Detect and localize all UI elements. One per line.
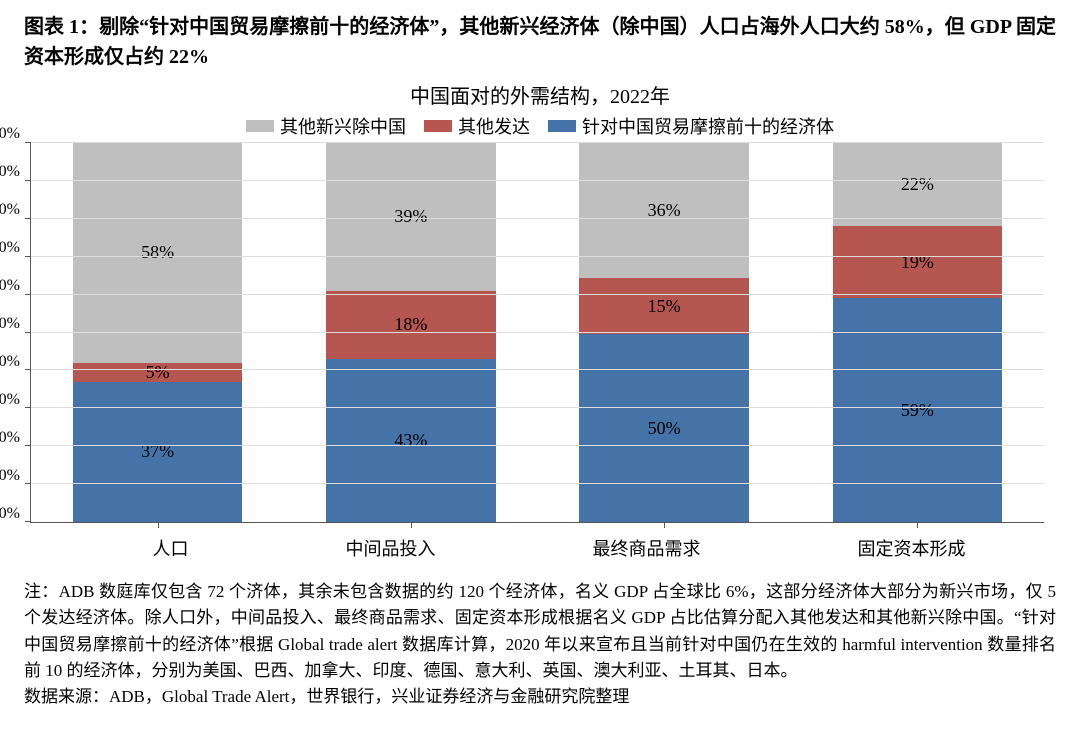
gridline	[31, 332, 1044, 333]
legend-item: 其他新兴除中国	[246, 113, 406, 139]
bars-container: 37%5%58%43%18%39%50%15%36%59%19%22%	[31, 143, 1044, 522]
bar-group: 43%18%39%	[315, 143, 507, 522]
plot-area: 37%5%58%43%18%39%50%15%36%59%19%22%	[30, 143, 1044, 523]
bar-segment: 19%	[833, 226, 1002, 298]
bar-segment: 43%	[326, 359, 495, 522]
y-tickmark	[25, 180, 31, 181]
stacked-bar: 37%5% 58%	[73, 143, 242, 522]
footnote-text: 注：ADB 数庭库仅包含 72 个济体，其余未包含数据的约 120 个经济体，名…	[24, 582, 1056, 680]
legend-item: 针对中国贸易摩擦前十的经济体	[548, 113, 834, 139]
x-tickmark	[158, 522, 159, 528]
data-label: 58%	[141, 242, 174, 263]
gridline	[31, 142, 1044, 143]
gridline	[31, 256, 1044, 257]
y-tickmark	[25, 407, 31, 408]
figure-title: 图表 1：剔除“针对中国贸易摩擦前十的经济体”，其他新兴经济体（除中国）人口占海…	[24, 12, 1056, 72]
data-label: 50%	[648, 418, 681, 439]
bar-segment: 22%	[833, 143, 1002, 226]
y-tickmark	[25, 294, 31, 295]
x-label: 人口	[153, 535, 189, 561]
y-tickmark	[25, 369, 31, 370]
legend: 其他新兴除中国 其他发达 针对中国贸易摩擦前十的经济体	[16, 113, 1064, 139]
x-label: 最终商品需求	[593, 535, 701, 561]
gridline	[31, 407, 1044, 408]
y-tickmark	[25, 256, 31, 257]
y-tickmark	[25, 142, 31, 143]
gridline	[31, 218, 1044, 219]
bar-segment: 15%	[579, 278, 748, 334]
legend-swatch	[424, 120, 452, 132]
legend-swatch	[548, 120, 576, 132]
chart-title: 中国面对的外需结构，2022年	[16, 80, 1064, 109]
x-labels: 人口 中间品投入 最终商品需求 固定资本形成	[74, 535, 1044, 561]
gridline	[31, 369, 1044, 370]
y-tickmark	[25, 445, 31, 446]
y-tickmark	[25, 521, 31, 522]
y-tickmark	[25, 483, 31, 484]
bar-segment: 50%	[579, 334, 748, 522]
y-tickmark	[25, 332, 31, 333]
y-tickmark	[25, 218, 31, 219]
data-label: 5%	[146, 362, 170, 383]
stacked-bar: 59% 19% 22%	[833, 143, 1002, 522]
stacked-bar: 43%18%39%	[326, 143, 495, 522]
data-label: 15%	[648, 296, 681, 317]
bar-segment: 36%	[579, 143, 748, 278]
gridline	[31, 180, 1044, 181]
bar-segment: 18%	[326, 291, 495, 359]
legend-label: 针对中国贸易摩擦前十的经济体	[582, 113, 834, 139]
legend-swatch	[246, 120, 274, 132]
bar-segment: 37%	[73, 382, 242, 522]
x-label: 固定资本形成	[858, 535, 966, 561]
legend-label: 其他新兴除中国	[280, 113, 406, 139]
footnote: 注：ADB 数庭库仅包含 72 个济体，其余未包含数据的约 120 个经济体，名…	[24, 579, 1056, 711]
legend-item: 其他发达	[424, 113, 530, 139]
source-text: 数据来源：ADB，Global Trade Alert，世界银行，兴业证券经济与…	[24, 687, 629, 706]
x-tickmark	[917, 522, 918, 528]
x-label: 中间品投入	[346, 535, 436, 561]
bar-group: 50% 15% 36%	[568, 143, 760, 522]
x-axis: 人口 中间品投入 最终商品需求 固定资本形成	[74, 523, 1044, 561]
gridline	[31, 294, 1044, 295]
bar-group: 37%5% 58%	[61, 143, 253, 522]
data-label: 43%	[394, 430, 427, 451]
chart-area: 100%90%80%70%60%50%40%30%20%10%0% 37%5%5…	[26, 143, 1044, 523]
x-tickmark	[664, 522, 665, 528]
gridline	[31, 445, 1044, 446]
bar-group: 59% 19% 22%	[821, 143, 1013, 522]
x-tickmark	[411, 522, 412, 528]
bar-segment: 5%	[73, 363, 242, 382]
stacked-bar: 50% 15% 36%	[579, 143, 748, 522]
bar-segment: 58%	[73, 143, 242, 363]
data-label: 22%	[901, 174, 934, 195]
data-label: 59%	[901, 400, 934, 421]
gridline	[31, 483, 1044, 484]
legend-label: 其他发达	[458, 113, 530, 139]
